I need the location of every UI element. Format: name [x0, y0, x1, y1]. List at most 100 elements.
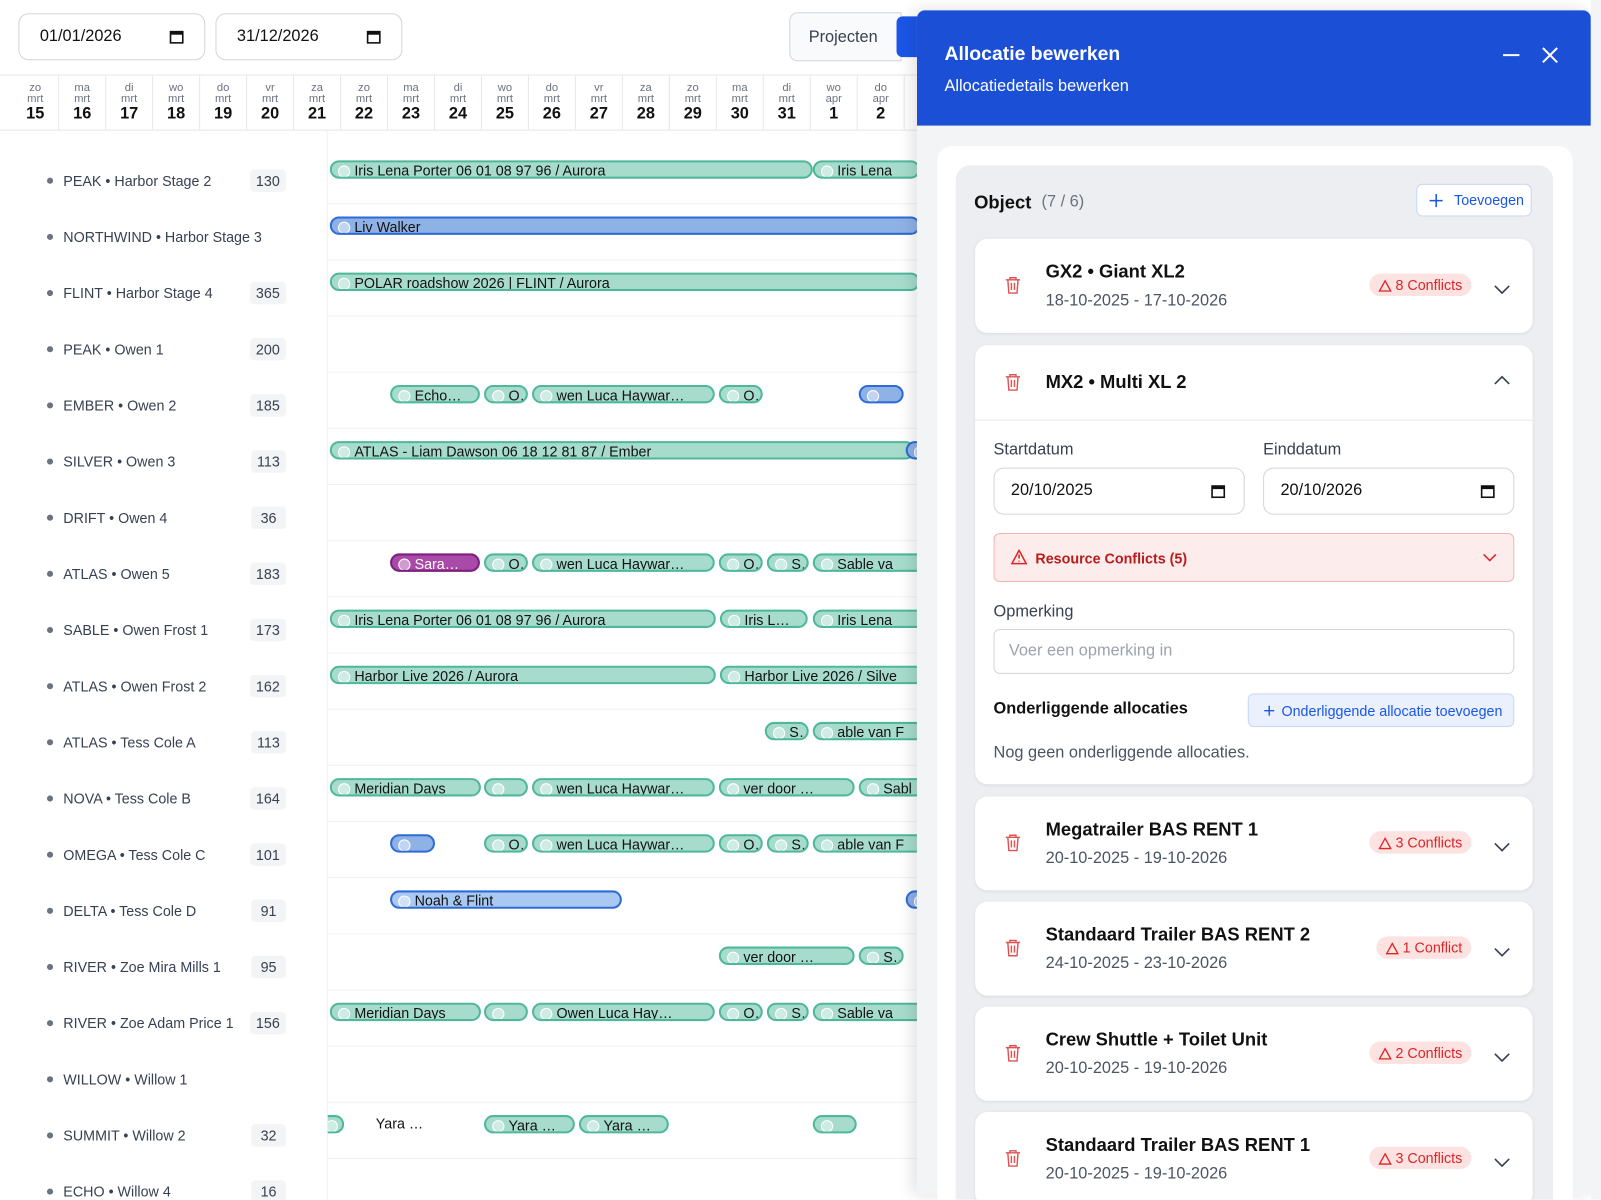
allocation-bar[interactable]: O… [718, 553, 763, 572]
allocation-bar[interactable]: able van F [812, 721, 921, 741]
allocation-bar[interactable]: Iris Lena Porter 06 01 08 97 96 / Aurora [329, 609, 716, 628]
add-button[interactable]: Toevoegen [1416, 183, 1532, 217]
item-card[interactable]: Megatrailer BAS RENT 1 20-10-2025 - 19-10… [975, 796, 1533, 891]
expand-chevron[interactable] [1494, 282, 1510, 300]
end-input[interactable]: 20/10/2026 [1263, 467, 1515, 515]
allocation-bar[interactable]: Meridian Days [329, 778, 481, 797]
calendar-icon [1480, 485, 1495, 499]
item-card[interactable]: GX2 • Giant XL2 18-10-2025 - 17-10-2026 8 … [975, 238, 1533, 333]
allocation-bar[interactable]: Yara … [484, 1115, 575, 1134]
day-column: do mrt 26 [529, 75, 576, 130]
resource-count: 130 [249, 169, 286, 192]
allocation-bar[interactable]: POLAR roadshow 2026 | FLINT / Aurora [329, 272, 921, 292]
allocation-bar[interactable]: Liv Walker [329, 216, 921, 235]
delete-icon[interactable] [1005, 276, 1021, 299]
allocation-bar[interactable]: ATLAS - Liam Dawson 06 18 12 81 87 / Emb… [329, 441, 915, 460]
expand-chevron[interactable] [1494, 1155, 1510, 1173]
allocation-bar[interactable]: wen Luca Haywar… [531, 778, 715, 797]
allocation-bar[interactable]: O… [484, 834, 528, 853]
allocation-bar[interactable]: wen Luca Haywar… [531, 834, 715, 853]
bar-icon [820, 1120, 834, 1132]
allocation-bar[interactable] [484, 1002, 528, 1022]
allocation-bar[interactable]: Yara … [353, 1115, 440, 1133]
month: mrt [168, 92, 185, 106]
bar-icon [866, 951, 880, 963]
allocation-bar[interactable]: Iris Lena [812, 609, 921, 628]
allocation-bar[interactable]: Sabl [858, 778, 921, 797]
allocation-bar[interactable]: O… [718, 1002, 763, 1022]
remark-input[interactable]: Voer een opmerking in [993, 628, 1515, 674]
start-value: 20/10/2025 [1010, 481, 1093, 500]
allocation-bar[interactable] [812, 1115, 857, 1134]
bar-icon [337, 614, 351, 626]
allocation-bar[interactable]: Sable va [812, 553, 921, 572]
allocation-bar[interactable] [327, 1115, 345, 1134]
minimize-button[interactable] [1501, 45, 1521, 65]
allocation-bar[interactable]: S… [858, 946, 904, 965]
allocation-bar[interactable]: able van F [812, 834, 921, 853]
allocation-bar[interactable]: Echo… [390, 384, 480, 404]
allocation-bar[interactable]: Harbor Live 2026 / Silve [719, 665, 921, 685]
start-date-input[interactable]: 01/01/2026 [18, 13, 206, 61]
bar-icon [587, 1120, 600, 1132]
conflicts-box[interactable]: Resource Conflicts (5) [993, 533, 1515, 583]
allocation-bar[interactable]: Noah & Flint [390, 890, 622, 909]
allocation-bar[interactable] [390, 834, 435, 853]
day-number: 25 [495, 105, 515, 123]
sub-add-label: Onderliggende allocatie toevoegen [1281, 702, 1503, 719]
start-input[interactable]: 20/10/2025 [993, 467, 1245, 515]
allocation-bar[interactable]: Sable va [812, 1002, 921, 1022]
allocation-bar[interactable]: S… [766, 1002, 809, 1022]
allocation-bar[interactable]: O… [718, 384, 763, 404]
allocation-bar[interactable]: Iris L… [719, 609, 808, 628]
day-column: wo mrt 18 [153, 75, 201, 130]
allocation-bar[interactable]: ver door … [718, 778, 855, 797]
allocation-bar[interactable]: Sara… [390, 553, 480, 572]
delete-icon[interactable] [1005, 1044, 1021, 1067]
day-column: di mrt 24 [435, 75, 482, 130]
sub-add-button[interactable]: Onderliggende allocatie toevoegen [1247, 693, 1515, 728]
delete-icon[interactable] [1005, 1149, 1021, 1172]
allocation-bar[interactable]: S… [764, 721, 809, 741]
item-card[interactable]: Standaard Trailer BAS RENT 2 24-10-2025 -… [975, 901, 1533, 996]
allocation-bar[interactable]: Iris Lena [812, 160, 921, 179]
allocation-bar[interactable] [484, 778, 528, 797]
expand-chevron[interactable] [1494, 1050, 1510, 1068]
resource-name: RIVER • Zoe Adam Price 1 [63, 1014, 234, 1032]
delete-icon[interactable] [1005, 373, 1021, 391]
allocation-bar[interactable]: Meridian Days [329, 1002, 481, 1022]
resource-count: 156 [249, 1011, 286, 1035]
delete-icon[interactable] [1005, 938, 1021, 961]
month: mrt [496, 92, 514, 106]
allocation-bar[interactable]: Harbor Live 2026 / Aurora [329, 665, 716, 685]
item-card[interactable]: Standaard Trailer BAS RENT 1 20-10-2025 -… [975, 1111, 1533, 1200]
allocation-bar[interactable]: S… [766, 834, 809, 853]
allocation-bar[interactable]: wen Luca Haywar… [531, 553, 715, 572]
allocation-bar[interactable]: Owen Luca Hay… [531, 1002, 715, 1022]
bar-icon [540, 390, 553, 402]
allocation-bar[interactable]: wen Luca Haywar… [531, 384, 715, 404]
allocation-bar[interactable]: Yara … [578, 1115, 669, 1134]
weekday: ma [731, 81, 748, 94]
collapse-chevron[interactable] [1494, 375, 1510, 385]
row-divider [327, 1101, 921, 1103]
day-number: 17 [120, 105, 139, 123]
allocation-bar[interactable]: Iris Lena Porter 06 01 08 97 96 / Aurora [329, 160, 813, 179]
close-button[interactable] [1540, 45, 1560, 65]
allocation-bar[interactable]: O… [484, 553, 528, 572]
allocation-bar[interactable] [858, 384, 904, 404]
allocation-bar[interactable]: O… [718, 834, 763, 853]
expand-chevron[interactable] [1494, 839, 1510, 857]
allocation-bar[interactable]: S… [766, 553, 809, 572]
end-date-input[interactable]: 31/12/2026 [215, 13, 403, 61]
weekday: di [453, 81, 463, 94]
item-card[interactable]: Crew Shuttle + Toilet Unit 20-10-2025 - 1… [975, 1006, 1533, 1101]
resource-name: FLINT • Harbor Stage 4 [63, 284, 213, 302]
delete-icon[interactable] [1005, 833, 1021, 856]
tab-button[interactable]: Projecten [789, 12, 902, 62]
resource-count: 162 [249, 674, 286, 698]
allocation-bar[interactable]: O… [484, 384, 528, 404]
allocation-bar[interactable]: ver door … [718, 946, 855, 965]
expand-chevron[interactable] [1494, 945, 1510, 963]
